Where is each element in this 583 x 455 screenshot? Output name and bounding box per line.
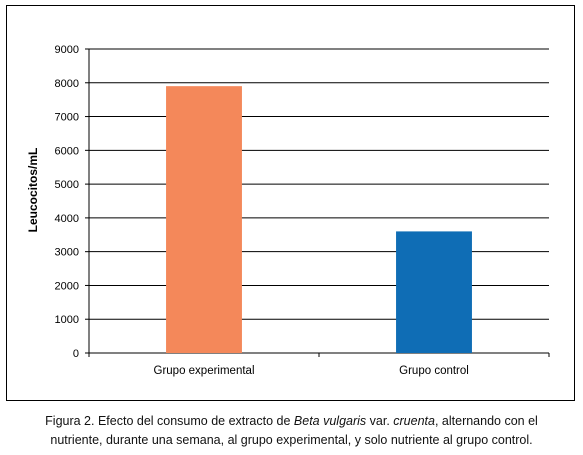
y-tick-labels: 0 1000 2000 3000 4000 5000 6000 7000 8000 9000 [55, 44, 79, 360]
bars [166, 86, 472, 354]
caption-species: Beta vulgaris [293, 414, 367, 428]
x-category-label: Grupo control [399, 365, 469, 377]
caption-line-2: nutriente, durante una semana, al grupo … [50, 433, 533, 447]
y-tick-label: 6000 [55, 145, 79, 157]
caption-variety: cruenta [393, 414, 435, 428]
y-tick-label: 8000 [55, 78, 79, 90]
y-tick-label: 2000 [55, 280, 79, 292]
figure-caption: Figura 2. Efecto del consumo de extracto… [10, 412, 573, 450]
y-tick-label: 9000 [55, 44, 79, 56]
caption-text-2: var. [366, 414, 394, 428]
y-tick-label: 3000 [55, 247, 79, 259]
y-axis-title: Leucocitos/mL [26, 148, 40, 233]
y-tick-label: 7000 [55, 112, 79, 124]
caption-text-1: Figura 2. Efecto del consumo de extracto… [45, 414, 294, 428]
y-tick-label: 1000 [55, 314, 79, 326]
y-tick-label: 5000 [55, 179, 79, 191]
bar [166, 86, 242, 354]
axes [85, 48, 550, 357]
bar-chart: 0 1000 2000 3000 4000 5000 6000 7000 8000 9000 Gr… [26, 44, 550, 377]
x-category-label: Grupo experimental [154, 365, 255, 377]
bar [396, 231, 472, 353]
y-tick-label: 0 [73, 348, 79, 360]
category-labels: Grupo experimental Grupo control [154, 365, 469, 377]
gridlines [89, 48, 549, 320]
figure-frame [6, 5, 575, 401]
y-tick-label: 4000 [55, 213, 79, 225]
caption-text-3: , alternando con el [434, 414, 538, 428]
